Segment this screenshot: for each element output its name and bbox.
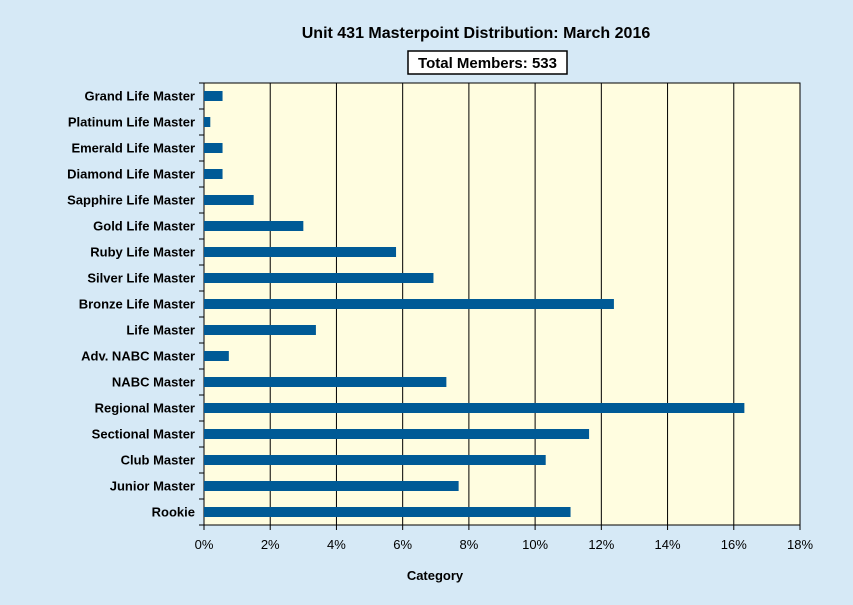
- bar: [204, 507, 571, 517]
- category-label: Bronze Life Master: [79, 297, 195, 312]
- bars: [204, 91, 745, 517]
- x-tick-label: 16%: [721, 537, 747, 552]
- x-tick-label: 2%: [261, 537, 280, 552]
- category-label: Sectional Master: [92, 427, 195, 442]
- bar: [204, 429, 590, 439]
- category-label: Club Master: [121, 453, 195, 468]
- category-label: Sapphire Life Master: [67, 193, 195, 208]
- bar: [204, 273, 434, 283]
- bar: [204, 91, 223, 101]
- x-tick-label: 0%: [195, 537, 214, 552]
- bar: [204, 377, 447, 387]
- category-label: Emerald Life Master: [71, 141, 195, 156]
- bar: [204, 351, 229, 361]
- category-label: Rookie: [152, 505, 195, 520]
- bar: [204, 247, 397, 257]
- x-tick-label: 14%: [655, 537, 681, 552]
- category-label: Gold Life Master: [93, 219, 195, 234]
- category-label: Junior Master: [110, 479, 195, 494]
- bar: [204, 481, 459, 491]
- bar: [204, 403, 745, 413]
- category-label: NABC Master: [112, 375, 195, 390]
- category-label: Platinum Life Master: [68, 115, 195, 130]
- bar: [204, 455, 546, 465]
- category-label: Regional Master: [95, 401, 195, 416]
- bar: [204, 299, 614, 309]
- x-tick-label: 18%: [787, 537, 813, 552]
- category-label: Ruby Life Master: [90, 245, 195, 260]
- category-labels: Grand Life Master Platinum Life Master Eme…: [67, 89, 195, 520]
- category-label: Silver Life Master: [87, 271, 195, 286]
- x-tick-labels: 0% 2% 4% 6% 8% 10% 12% 14% 16% 18%: [195, 537, 814, 552]
- bar: [204, 195, 254, 205]
- x-tick-label: 8%: [459, 537, 478, 552]
- x-tick-label: 6%: [393, 537, 412, 552]
- subtitle-box: [407, 50, 568, 75]
- bar: [204, 221, 304, 231]
- category-label: Grand Life Master: [84, 89, 195, 104]
- bar: [204, 169, 223, 179]
- x-tick-label: 4%: [327, 537, 346, 552]
- category-label: Life Master: [126, 323, 195, 338]
- chart-title: Unit 431 Masterpoint Distribution: March…: [302, 25, 651, 42]
- category-label: Adv. NABC Master: [81, 349, 195, 364]
- bar: [204, 325, 316, 335]
- x-axis-title: Category: [407, 568, 464, 583]
- bar: [204, 143, 223, 153]
- chart-subtitle: Total Members: 533: [418, 55, 557, 72]
- axes: [199, 82, 801, 530]
- bar: [204, 117, 211, 127]
- x-tick-label: 10%: [522, 537, 548, 552]
- category-label: Diamond Life Master: [67, 167, 195, 182]
- x-tick-label: 12%: [588, 537, 614, 552]
